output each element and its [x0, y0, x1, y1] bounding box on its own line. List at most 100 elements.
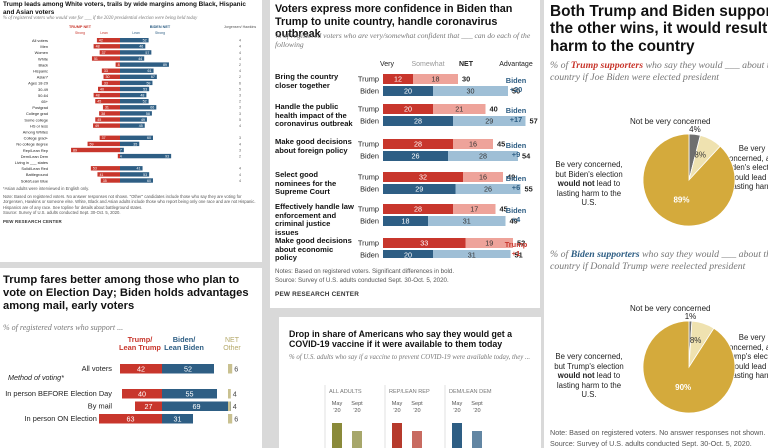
card5-title: Both Trump and Biden supporters say if t… — [550, 3, 768, 55]
col-lean-header: Lean — [132, 31, 140, 35]
biden-very-value: 28 — [414, 117, 422, 126]
trump-bar — [99, 135, 120, 140]
row-label: HS or less — [30, 123, 48, 128]
trump-value: 37 — [102, 136, 106, 140]
trump-value: 51 — [94, 57, 98, 61]
trump-value: 59 — [90, 142, 94, 146]
advantage-party: Biden — [506, 174, 527, 183]
trump-value: 33 — [104, 69, 108, 73]
other-value: 4 — [239, 124, 241, 128]
biden-bar — [120, 153, 172, 159]
trump-value: 33 — [104, 81, 108, 85]
item-label: Bring the country closer together — [275, 72, 339, 90]
card5-note: Note: Based on registered voters. No ans… — [550, 428, 766, 437]
item-label: Make good decisions about economic polic… — [275, 236, 352, 263]
biden-somewhat-bar — [433, 250, 511, 258]
biden-value: 31 — [174, 414, 182, 423]
trump-somewhat-value: 17 — [470, 205, 478, 214]
trump-value: 45 — [97, 100, 101, 104]
category-label: All voters — [82, 364, 113, 373]
other-value: 3 — [239, 136, 241, 140]
other-bar — [228, 401, 231, 411]
card1-note: Note: Based on registered voters. No ans… — [3, 194, 256, 210]
trump-net-value: 30 — [462, 75, 470, 84]
biden-value: 53 — [143, 87, 147, 91]
trump-value: 49 — [95, 124, 99, 128]
sept-bar — [412, 431, 422, 448]
trump-somewhat-bar — [413, 74, 458, 84]
trump-bar — [96, 38, 120, 43]
other-value: 3 — [239, 148, 241, 152]
biden-bar — [120, 68, 154, 73]
trump-bar — [103, 74, 120, 79]
other-value: 5 — [239, 87, 241, 91]
biden-very-bar — [383, 151, 448, 161]
trump-bar — [93, 92, 120, 98]
biden-bar — [120, 86, 150, 92]
trump-bar — [135, 401, 162, 411]
other-value: 6 — [234, 414, 238, 423]
other-value: 4 — [239, 45, 241, 49]
card5-subtitle-biden: % of Biden supporters who say they would… — [550, 249, 768, 273]
pie2-top-label: Not be very concerned — [630, 304, 711, 313]
sept-bar — [352, 431, 362, 448]
biden-bar — [120, 50, 152, 55]
biden-bar — [120, 111, 152, 116]
left-label-text-end: lead to lasting harm to the U.S. — [556, 179, 622, 207]
other-value: 4 — [239, 142, 241, 146]
biden-very-value: 18 — [402, 217, 410, 226]
trump-bar — [122, 389, 162, 399]
biden-net-value: 49 — [510, 217, 518, 226]
biden-row-label: Biden — [360, 217, 379, 226]
biden-value: 45 — [139, 124, 143, 128]
col-biden-header: BIDEN NET — [150, 25, 171, 29]
trump-somewhat-value: 21 — [455, 105, 463, 114]
row-label: Among Whites — [23, 130, 48, 135]
biden-somewhat-value: 31 — [468, 251, 476, 258]
trump-value: 41 — [99, 173, 103, 177]
trump-very-value: 32 — [419, 173, 427, 182]
biden-net-value: 54 — [522, 152, 531, 161]
trump-bar — [98, 86, 120, 92]
trump-net-value: 45 — [497, 140, 505, 149]
advantage-value: +17 — [510, 115, 523, 124]
legend-very: Very — [380, 61, 395, 68]
tick-label: May — [392, 401, 403, 407]
trump-somewhat-bar — [463, 172, 503, 182]
item-label: Select good nominees for the Supreme Cou… — [275, 170, 337, 197]
col-trump-header: TRUMP NET — [69, 25, 92, 29]
trump-very-bar — [383, 74, 413, 84]
biden-value: 48 — [140, 94, 144, 98]
advantage-party: Biden — [506, 141, 527, 150]
trump-bar — [93, 123, 120, 128]
advantage-party: Trump — [505, 240, 528, 249]
trump-net-value: 45 — [500, 205, 508, 214]
biden-bar — [120, 147, 124, 153]
may-bar — [452, 423, 462, 448]
trump-supporters-pie: 4% 8% 89% — [642, 125, 736, 227]
pie1-right-label: Be very concerned, and Biden's election … — [724, 144, 768, 191]
biden-value: 67 — [151, 75, 155, 79]
pie1-slice — [642, 133, 736, 227]
may-bar — [392, 423, 402, 448]
voting-method-card: Trump fares better among those who plan … — [0, 268, 262, 448]
biden-row-label: Biden — [360, 117, 379, 126]
biden-bar — [120, 105, 157, 110]
row-label: Some college — [24, 117, 48, 122]
pie2-label: 90% — [675, 383, 691, 392]
other-value: 4 — [239, 57, 241, 61]
trump-bar — [95, 117, 120, 122]
row-label: 65+ — [41, 99, 48, 104]
biden-value: 53 — [143, 173, 147, 177]
biden-value: 49 — [141, 118, 145, 122]
row-label: Solid/Lean Blue — [21, 178, 48, 183]
biden-value: 69 — [193, 402, 201, 411]
trump-somewhat-value: 19 — [485, 239, 493, 248]
advantage-party: Biden — [506, 106, 527, 115]
trump-row-label: Trump — [358, 205, 379, 214]
trump-somewhat-value: 18 — [432, 75, 440, 84]
biden-value: 58 — [146, 112, 150, 116]
card2-title: Trump fares better among those who plan … — [3, 274, 249, 313]
trump-row-label: Trump — [358, 173, 379, 182]
